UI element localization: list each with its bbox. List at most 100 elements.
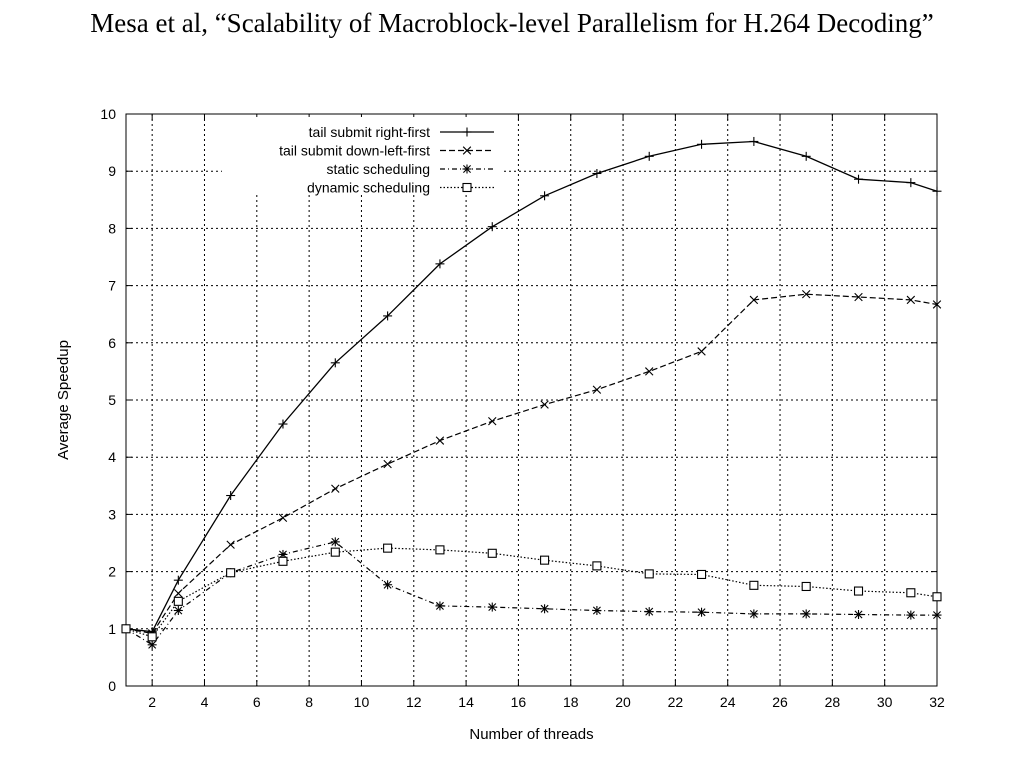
- data-point: [226, 491, 236, 501]
- series-line: [125, 541, 937, 646]
- data-point: [697, 347, 706, 356]
- data-point: [174, 589, 183, 598]
- slide-title: Mesa et al, “Scalability of Macroblock-l…: [90, 8, 934, 38]
- data-point: [383, 459, 392, 469]
- x-tick-label: 22: [668, 694, 684, 710]
- data-point: [278, 419, 288, 429]
- series-line: [125, 140, 938, 633]
- data-point: [435, 436, 445, 445]
- data-point: [749, 136, 759, 146]
- data-point: [932, 610, 942, 620]
- data-point: [932, 186, 942, 196]
- data-point: [487, 222, 497, 232]
- data-point: [147, 632, 157, 642]
- x-axis-label: Number of threads: [469, 726, 593, 743]
- legend-swatch-marker: [462, 182, 472, 193]
- grid: [126, 114, 937, 686]
- data-point: [540, 604, 550, 614]
- data-point: [644, 151, 654, 161]
- x-tick-label: 32: [929, 694, 945, 710]
- data-point: [906, 610, 916, 620]
- data-point: [435, 259, 445, 269]
- data-point: [488, 416, 497, 426]
- y-tick-label: 8: [108, 220, 116, 236]
- data-point: [644, 607, 654, 617]
- data-point: [932, 300, 942, 309]
- x-tick-label: 30: [877, 694, 893, 710]
- data-point: [592, 605, 602, 615]
- data-point: [801, 609, 811, 619]
- data-point: [435, 545, 445, 555]
- data-point: [540, 555, 550, 565]
- x-tick-label: 12: [406, 694, 422, 710]
- legend-label: dynamic scheduling: [307, 180, 430, 196]
- y-tick-label: 9: [108, 163, 116, 179]
- data-point: [801, 581, 811, 592]
- y-tick-label: 3: [108, 506, 116, 522]
- data-point: [121, 624, 131, 634]
- series-layer: [121, 136, 942, 650]
- x-tick-label: 6: [253, 694, 261, 710]
- x-tick-label: 28: [825, 694, 841, 710]
- series-0: [121, 136, 942, 637]
- data-point: [278, 513, 288, 523]
- data-point: [592, 385, 602, 394]
- data-point: [749, 609, 759, 619]
- data-point: [853, 586, 864, 596]
- data-point: [749, 295, 759, 305]
- y-tick-label: 0: [108, 678, 116, 694]
- x-tick-label: 14: [458, 694, 474, 710]
- y-tick-label: 1: [108, 621, 116, 637]
- legend-label: tail submit down-left-first: [279, 143, 430, 159]
- data-point: [330, 358, 340, 368]
- data-point: [173, 596, 183, 606]
- data-point: [906, 178, 916, 188]
- data-point: [147, 640, 157, 650]
- data-point: [801, 151, 811, 161]
- data-point: [645, 367, 654, 376]
- data-point: [932, 592, 942, 602]
- data-point: [906, 295, 916, 305]
- data-point: [331, 484, 340, 493]
- legend-background: [222, 117, 504, 195]
- data-point: [854, 610, 864, 619]
- data-point: [697, 607, 707, 617]
- data-point: [487, 548, 497, 558]
- data-point: [906, 588, 916, 598]
- legend-swatch-marker: [462, 127, 472, 137]
- x-tick-label: 24: [720, 694, 736, 710]
- x-tick-label: 8: [305, 694, 313, 710]
- data-point: [540, 400, 549, 409]
- data-point: [592, 168, 602, 178]
- x-tick-label: 18: [563, 694, 579, 710]
- data-point: [697, 139, 707, 149]
- data-point: [540, 191, 550, 201]
- data-point: [435, 601, 445, 611]
- data-point: [801, 289, 811, 299]
- data-point: [383, 580, 393, 590]
- series-1: [121, 289, 942, 638]
- data-point: [278, 556, 288, 566]
- legend-label: static scheduling: [326, 161, 430, 177]
- data-point: [173, 605, 183, 615]
- data-point: [749, 580, 759, 590]
- data-point: [173, 575, 183, 585]
- data-point: [330, 547, 340, 557]
- y-axis-label: Average Speedup: [55, 340, 72, 460]
- x-tick-label: 10: [354, 694, 370, 710]
- x-tick-label: 20: [615, 694, 631, 710]
- data-point: [487, 602, 497, 612]
- legend-swatch-marker: [462, 164, 472, 174]
- series-3: [121, 543, 942, 642]
- data-point: [226, 568, 236, 578]
- y-tick-label: 7: [108, 278, 116, 294]
- data-point: [226, 540, 235, 549]
- data-point: [592, 561, 602, 571]
- y-tick-label: 4: [108, 449, 116, 465]
- data-point: [644, 569, 654, 579]
- x-tick-label: 2: [148, 694, 156, 710]
- legend-swatch-marker: [462, 146, 472, 155]
